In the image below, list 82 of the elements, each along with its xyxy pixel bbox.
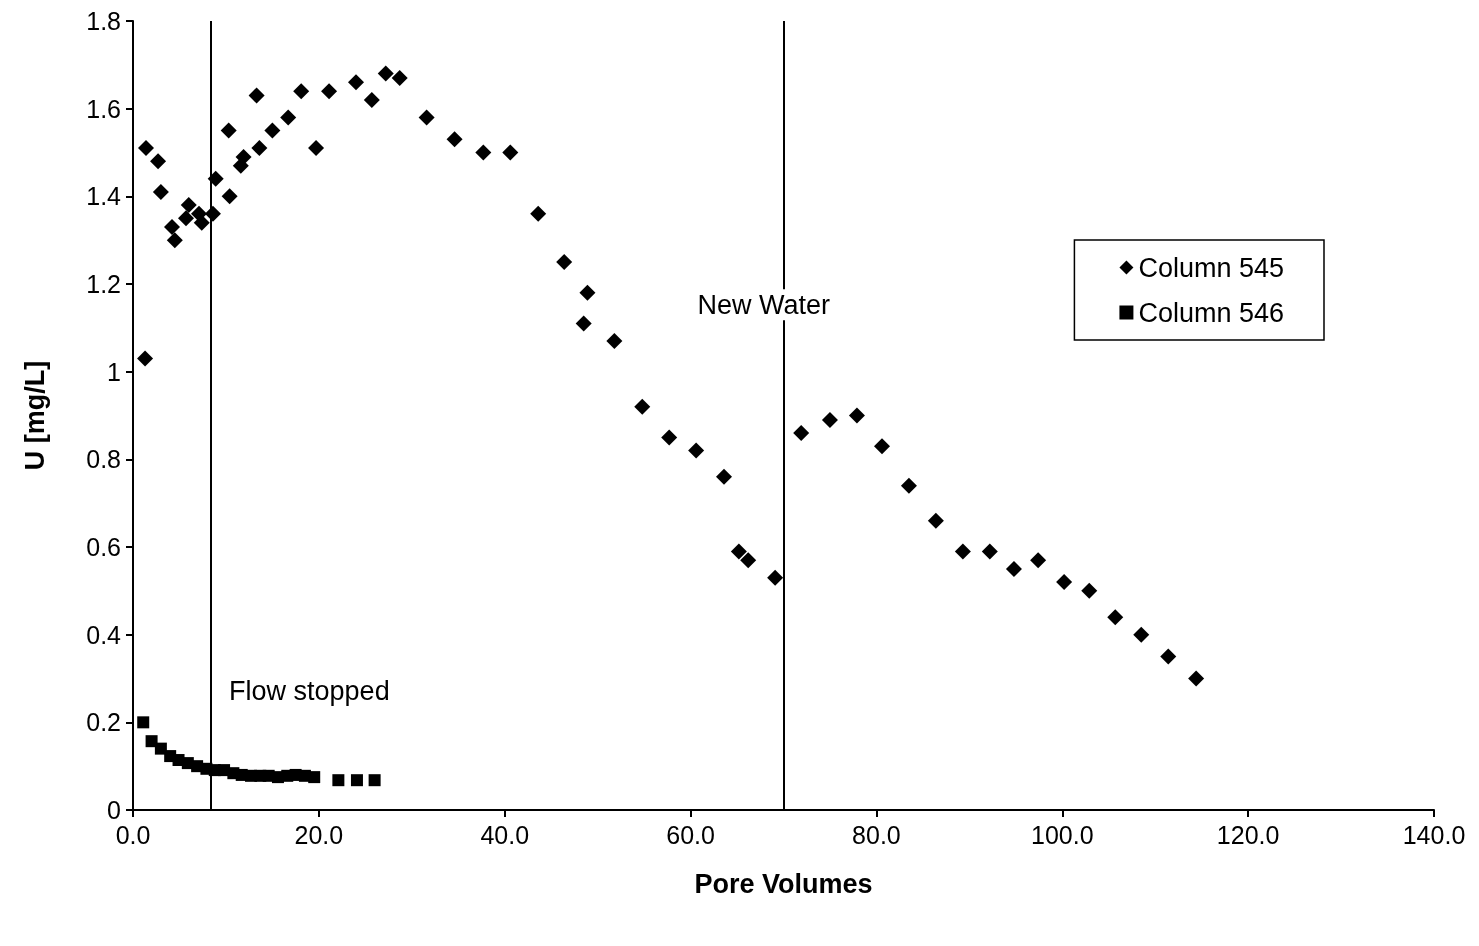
point: [418, 109, 435, 126]
x-tick-label: 80.0: [852, 820, 901, 849]
point: [150, 153, 167, 170]
point: [248, 87, 265, 104]
point: [446, 131, 463, 148]
point: [606, 332, 623, 349]
point: [137, 350, 154, 367]
x-tick-label: 140.0: [1402, 820, 1466, 849]
point: [848, 407, 865, 424]
point: [166, 232, 183, 249]
point: [767, 569, 784, 586]
x-axis-title: Pore Volumes: [694, 868, 873, 899]
y-tick-label: 0.8: [86, 445, 121, 474]
point: [152, 183, 169, 200]
y-tick-label: 1.6: [86, 94, 121, 123]
legend-label: Column 546: [1138, 297, 1285, 328]
y-tick-label: 1: [107, 357, 121, 386]
point: [377, 65, 394, 82]
point: [793, 425, 810, 442]
y-tick-label: 1.8: [86, 7, 121, 35]
y-tick-label: 1.2: [86, 270, 121, 298]
y-tick-label: 0.6: [86, 533, 121, 561]
y-tick-label: 1.4: [86, 182, 122, 211]
point: [391, 69, 408, 86]
point: [575, 315, 592, 332]
point: [716, 468, 733, 485]
x-tick-label: 60.0: [666, 820, 715, 849]
point: [661, 429, 678, 446]
point: [363, 91, 380, 108]
point: [164, 219, 181, 236]
point: [556, 254, 573, 271]
point: [900, 477, 917, 494]
point: [954, 543, 971, 560]
point: [1107, 609, 1124, 626]
point: [740, 552, 757, 569]
y-tick-label: 0.2: [86, 708, 121, 737]
x-tick-label: 20.0: [294, 820, 344, 849]
point: [502, 144, 519, 161]
y-axis-title: U [mg/L]: [19, 360, 50, 471]
point: [221, 188, 238, 205]
point: [180, 197, 197, 214]
point: [138, 140, 155, 157]
point: [1133, 626, 1150, 643]
point: [475, 144, 492, 161]
point: [332, 774, 345, 787]
legend-label: Column 545: [1138, 252, 1285, 283]
point: [137, 716, 150, 729]
point: [530, 205, 547, 222]
point: [1160, 648, 1177, 665]
point: [634, 398, 651, 415]
point: [308, 140, 325, 157]
point: [1056, 574, 1073, 591]
ref-line-label: Flow stopped: [229, 676, 390, 707]
point: [293, 83, 310, 100]
x-tick-label: 100.0: [1031, 820, 1094, 849]
point: [280, 109, 297, 126]
point: [348, 74, 365, 91]
point: [821, 411, 838, 428]
point: [1005, 560, 1022, 577]
point: [1081, 582, 1098, 599]
point: [981, 543, 998, 560]
point: [264, 122, 281, 139]
point: [874, 438, 890, 455]
point: [1188, 670, 1205, 687]
ref-line-label: New Water: [697, 289, 831, 320]
point: [177, 210, 194, 227]
point: [220, 122, 237, 139]
point: [145, 735, 158, 748]
point: [321, 83, 338, 100]
x-tick-label: 120.0: [1216, 820, 1280, 849]
point: [350, 774, 363, 787]
y-tick-label: 0.4: [86, 620, 122, 649]
point: [730, 543, 747, 560]
x-tick-label: 40.0: [480, 820, 530, 849]
point: [368, 774, 381, 787]
point: [308, 771, 321, 784]
point: [927, 512, 944, 529]
point: [251, 140, 268, 157]
point: [579, 284, 596, 301]
point: [235, 148, 252, 165]
point: [1030, 552, 1047, 569]
point: [688, 442, 705, 459]
